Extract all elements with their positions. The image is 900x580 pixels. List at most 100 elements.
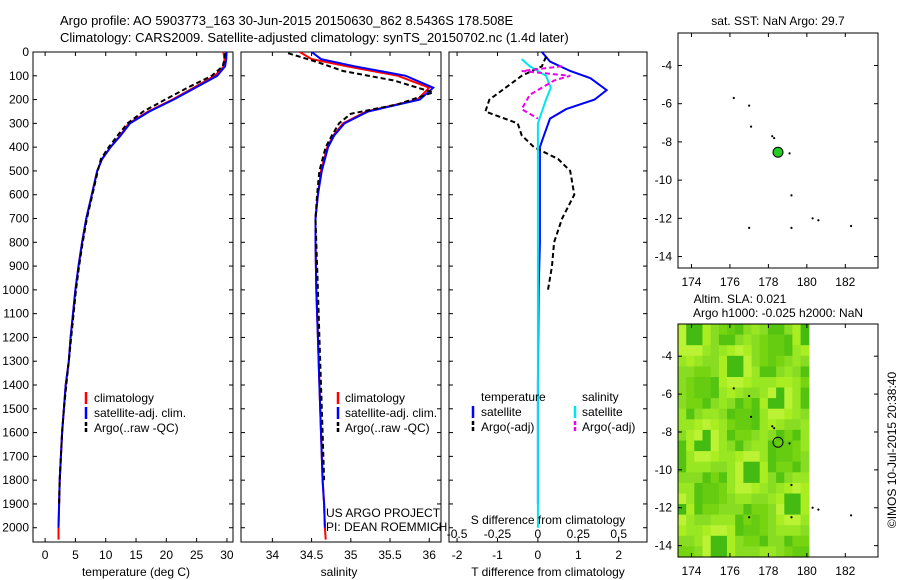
sla-cell [718,493,728,505]
depth-tick-label: 1400 [2,378,29,392]
depth-tick-label: 200 [9,93,29,107]
sla-cell [800,377,810,389]
sla-cell [784,324,794,336]
x-tick-label: 35.5 [378,548,402,562]
sla-cell [792,535,802,547]
sla-cell [694,535,704,547]
sla-cell [751,355,761,367]
sla-cell [759,504,769,516]
sla-cell [792,493,802,505]
sla-map-plot: 174 176 178 180 182 -4 -6 -8 -10 -12 -14 [655,323,879,578]
x-tick-label: 20 [160,548,174,562]
sla-cell [800,472,810,484]
sla-cell [727,366,736,378]
sla-cell [702,525,712,537]
sla-cell [751,504,761,516]
sla-cell [702,535,712,547]
sla-cell [751,398,761,410]
sla-cell [735,398,744,410]
sla-cell [678,345,687,357]
sla-cell [784,546,794,558]
sla-cell [702,429,712,442]
sla-cell [792,451,802,463]
sla-cell [759,514,769,526]
x-tick-label: 36 [423,548,437,562]
sla-cell [751,345,761,357]
x-tick-label: -1 [492,548,503,562]
sla-cell [759,419,769,431]
sla-cell [718,324,728,336]
sla-cell [759,493,769,505]
x-tick-label: 35 [344,548,358,562]
sla-cell [776,429,785,442]
sla-cell [710,535,720,547]
s-difference-axis-label: S difference from climatology [471,513,626,527]
sla-cell [776,355,785,367]
sla-cell [678,377,687,389]
sla-cell [710,419,720,431]
x-tick-label: 0 [535,548,542,562]
sla-cell [792,324,802,336]
sla-cell [735,408,744,420]
sla-cell [800,345,810,357]
sla-cell [743,408,753,420]
lat-tick-label: -14 [655,539,673,553]
depth-tick-label: 1600 [2,426,29,440]
sla-cell [702,419,712,431]
sla-cell [710,355,720,367]
sla-cell [678,546,687,558]
sla-cell [678,429,687,442]
sla-cell [792,461,802,473]
sla-cell [727,345,736,357]
legend-label-satellite: satellite-adj. clim. [345,406,437,420]
sla-cell [718,398,728,410]
depth-tick-label: 1700 [2,449,29,463]
salinity-panel: 34 34.5 35 35.5 36 salinity climatology sate… [240,51,447,579]
depth-tick-label: 1900 [2,497,29,511]
sla-cell [784,525,794,537]
island-marker [811,217,814,220]
sla-cell [702,408,712,420]
sla-cell [702,546,712,558]
sla-cell [759,546,769,558]
sla-cell [727,493,736,505]
sla-cell [800,387,810,399]
sla-cell [792,334,802,346]
sla-cell [759,440,769,452]
sla-cell [694,514,704,526]
sla-cell [792,440,802,452]
sla-cell [759,355,769,367]
sla-cell [702,366,712,378]
sla-cell [751,408,761,420]
sla-cell [727,408,736,420]
sla-cell [678,387,687,399]
x-tick-label: 30 [220,548,234,562]
sla-cell [776,408,785,420]
sla-cell [694,440,704,452]
island-marker [749,125,753,128]
lat-tick-label: -8 [661,425,672,439]
sla-cell [710,377,720,389]
x-tick-label: 0 [42,548,49,562]
sla-cell [784,514,794,526]
sla-map-panel: Altim. SLA: 0.021 Argo h1000: -0.025 h20… [655,292,879,578]
sla-cell [718,387,728,399]
depth-tick-label: 1100 [3,307,29,321]
sla-cell [702,440,712,452]
sla-cell [735,546,744,558]
sla-cell [735,482,744,495]
sla-cell [678,419,687,431]
sla-cell [678,451,687,463]
depth-tick-label: 700 [9,212,29,226]
sla-cell [686,493,695,505]
sla-cell [718,535,728,547]
profile-location-marker [772,436,784,448]
sla-cell [767,440,777,452]
sla-cell [710,451,720,463]
sla-cell [735,387,744,399]
sla-cell [776,334,785,346]
x-tick-label: -2 [452,548,463,562]
sla-cell [686,535,695,547]
sla-cell [694,377,704,389]
sla-cell [792,546,802,558]
